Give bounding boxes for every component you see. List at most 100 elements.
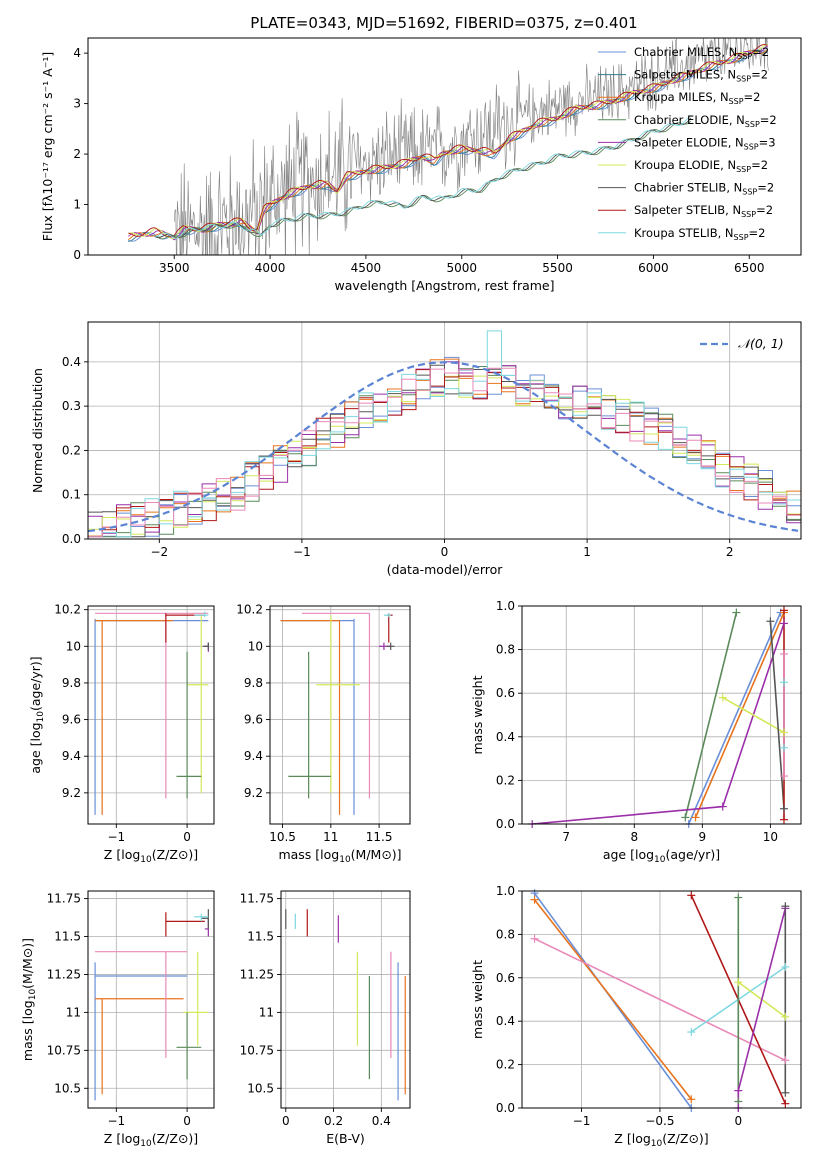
legend-label-sub: SSP [736, 165, 751, 174]
model-line-kroupa-stelib [154, 115, 692, 239]
model-line-salpeter-elodie [128, 45, 768, 241]
y-tick-label: 11.5 [247, 930, 274, 944]
y-tick-label: 0.6 [496, 971, 515, 985]
y-tick-label: 11.25 [240, 967, 274, 981]
x-axis-label-head: mass [ [278, 847, 320, 862]
x-tick-label: 10 [763, 830, 778, 844]
y-tick-label: 2 [73, 147, 81, 161]
x-tick-label: 8 [630, 830, 638, 844]
legend-label-sub: SSP [741, 210, 756, 219]
y-tick-label: 0.6 [496, 686, 515, 700]
x-tick-label: −1 [107, 830, 125, 844]
y-axis-label: mass weight [470, 960, 485, 1039]
legend-label: Salpeter MILES, NSSP=2 [634, 68, 768, 84]
y-tick-label: 10.75 [47, 1043, 81, 1057]
x-axis-label-rest: (M/M⊙)] [351, 847, 402, 862]
x-tick-label: 0 [183, 1114, 191, 1128]
x-axis-label-rest: (Z/Z⊙)] [152, 847, 198, 862]
legend-label-tail: =3 [759, 135, 776, 149]
legend-label-tail: =2 [757, 181, 774, 195]
x-axis-label-sub: 10 [339, 855, 351, 865]
y-tick-label: 10.2 [236, 603, 263, 617]
x-tick-label: 4500 [351, 261, 382, 275]
y-axis-label: age [log10(age/yr)] [28, 656, 46, 773]
x-tick-label: −1 [293, 545, 311, 559]
y-tick-label: 10.5 [247, 1081, 274, 1095]
y-tick-label: 9.2 [244, 786, 263, 800]
x-tick-label: 7 [562, 830, 570, 844]
legend-label: Kroupa STELIB, NSSP=2 [634, 226, 765, 242]
axes-frame [280, 890, 411, 1109]
x-axis-label-log: log [632, 1131, 651, 1146]
legend-label-sub: SSP [745, 120, 760, 129]
y-tick-label: 0.2 [62, 443, 81, 457]
plot-area-mass_vs_age [280, 612, 395, 815]
x-axis-label: wavelength [Angstrom, rest frame] [334, 278, 554, 293]
x-axis-label: Z [log10(Z/Z⊙)] [614, 1131, 708, 1149]
y-tick-label: 0.3 [62, 399, 81, 413]
x-tick-label: −0.5 [645, 1114, 674, 1128]
weight-line-chabrier-elodie [684, 612, 738, 818]
panel-spectrum: 3500 4000 4500 5000 5500 6000 6500 0 1 2 3 4 wavelen… [40, 37, 802, 293]
legend-label-sub: SSP [742, 188, 757, 197]
x-axis-label: mass [log10(M/M⊙)] [278, 847, 401, 865]
legend-label-base: Kroupa MILES, N [634, 90, 729, 104]
y-tick-label: 0.0 [62, 532, 81, 546]
observed-spectrum-line [174, 38, 769, 255]
y-tick-label: 11.75 [47, 892, 81, 906]
y-axis-label-head: mass [ [20, 1019, 35, 1061]
legend-label: Salpeter ELODIE, NSSP=3 [634, 135, 776, 151]
weight-line-kroupa-elodie [722, 696, 785, 734]
legend-label-base: Chabrier STELIB, N [634, 181, 742, 195]
x-tick-label: 6500 [734, 261, 765, 275]
y-tick-label: 3 [73, 97, 81, 111]
y-tick-label: 9.2 [62, 786, 81, 800]
y-axis-label: mass weight [470, 675, 485, 754]
model-line-chabrier-elodie [154, 120, 692, 240]
x-axis-label-log: log [635, 847, 654, 862]
legend-label: Chabrier MILES, NSSP=2 [634, 45, 769, 61]
legend-label-sub: SSP [734, 233, 749, 242]
axes-frame [87, 321, 802, 540]
legend-label-sub: SSP [744, 142, 759, 151]
x-tick-label: 0.4 [372, 1114, 391, 1128]
axes-frame [521, 605, 802, 825]
legend-label-base: Salpeter ELODIE, N [634, 135, 744, 149]
x-axis-label-rest: (Z/Z⊙)] [152, 1131, 198, 1146]
legend-label-normal: 𝒩(0, 1) [738, 336, 784, 351]
x-axis-label-sub: 10 [651, 1139, 663, 1149]
legend-label-base: Salpeter STELIB, N [634, 203, 741, 217]
legend-label-base: Kroupa ELODIE, N [634, 158, 736, 172]
legend-label: Kroupa ELODIE, NSSP=2 [634, 158, 768, 174]
x-tick-label: 0 [734, 1114, 742, 1128]
weight-line-salpeter-elodie [532, 623, 785, 824]
plot-area-Z_vs_mass [94, 909, 209, 1101]
legend-label: Kroupa MILES, NSSP=2 [634, 90, 760, 106]
legend-label-sub: SSP [729, 97, 744, 106]
y-tick-label: 10.75 [240, 1043, 274, 1057]
legend-label-sub: SSP [736, 75, 751, 84]
x-tick-label: 5000 [446, 261, 477, 275]
y-axis-label-rest: (age/yr)] [28, 656, 43, 711]
x-axis-label-head: age [ [603, 847, 635, 862]
axes-frame [87, 37, 802, 256]
x-tick-label: 3500 [159, 261, 190, 275]
legend-label-tail: =2 [752, 45, 769, 59]
plot-area-residual_histogram [88, 330, 801, 538]
legend-label-tail: =2 [744, 90, 761, 104]
plot-area-spectrum [128, 38, 769, 255]
y-tick-label: 0.4 [62, 355, 81, 369]
legend-label-tail: =2 [751, 68, 768, 82]
model-line-salpeter-stelib [128, 44, 768, 238]
y-tick-label: 0.1 [62, 488, 81, 502]
x-tick-label: 0 [282, 1114, 290, 1128]
panel-EBV_vs_mass: 0 0.2 0.4 10.5 10.75 11 11.25 11.5 11.75 E(B-V) [240, 890, 411, 1146]
legend-label-tail: =2 [751, 158, 768, 172]
histogram-step-kroupa-stelib [88, 330, 801, 538]
y-tick-label: 4 [73, 46, 81, 60]
y-tick-label: 0.2 [496, 773, 515, 787]
plot-area-weight_vs_age [532, 610, 785, 824]
y-axis-label-log: log [28, 722, 43, 741]
model-line-kroupa-elodie [128, 43, 768, 240]
